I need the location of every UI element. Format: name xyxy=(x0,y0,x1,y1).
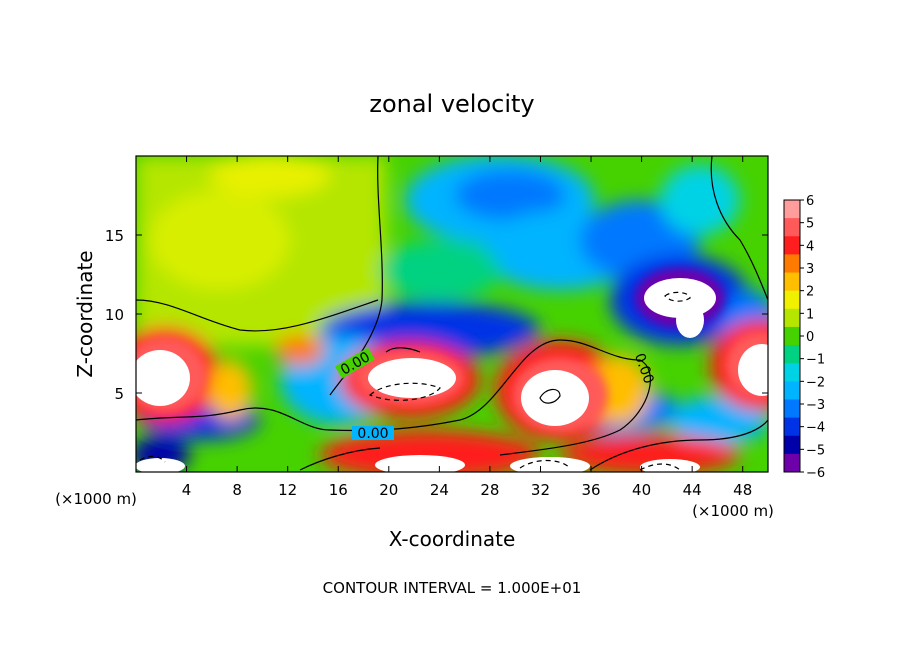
y-axis-label: Z-coordinate xyxy=(73,250,97,377)
contour-label: 0.00 xyxy=(357,426,388,442)
x-tick-label: 48 xyxy=(733,481,752,499)
x-tick-label: 28 xyxy=(480,481,499,499)
colorbar-label: 6 xyxy=(806,194,814,209)
contour-interval-note: CONTOUR INTERVAL = 1.000E+01 xyxy=(323,579,582,597)
y-axis: 5 10 15 xyxy=(105,227,768,403)
x-tick-label: 44 xyxy=(683,481,702,499)
colorbar-label: 2 xyxy=(806,285,814,300)
x-tick-label: 32 xyxy=(531,481,550,499)
colorbar-label: 5 xyxy=(806,217,814,232)
colorbar-swatch xyxy=(784,236,800,255)
x-tick-label: 24 xyxy=(430,481,449,499)
colorbar-label: −1 xyxy=(806,353,825,368)
colorbar-label: −3 xyxy=(806,398,825,413)
x-tick-label: 40 xyxy=(632,481,651,499)
saturated-cores xyxy=(136,278,768,472)
x-tick-label: 16 xyxy=(329,481,348,499)
colorbar: 6 5 4 3 2 1 0 −1 −2 −3 −4 −5 −6 xyxy=(783,194,825,481)
colorbar-swatch xyxy=(784,290,800,310)
colorbar-swatch xyxy=(784,326,800,346)
colorbar-swatch xyxy=(784,363,800,382)
colorbar-swatch xyxy=(784,435,800,455)
colorbar-swatch xyxy=(784,399,800,419)
colorbar-label: −6 xyxy=(806,466,825,481)
colorbar-swatch xyxy=(784,308,800,328)
x-tick-label: 36 xyxy=(581,481,600,499)
colorbar-label: 4 xyxy=(806,239,814,254)
y-tick-label: 15 xyxy=(105,227,124,245)
colorbar-swatch xyxy=(784,453,800,473)
chart-title: zonal velocity xyxy=(369,90,534,118)
colorbar-label: −2 xyxy=(806,375,825,390)
colorbar-label: 1 xyxy=(806,307,814,322)
colorbar-swatch xyxy=(784,345,800,364)
x-axis-label: X-coordinate xyxy=(389,527,516,551)
contour-label-group: 0.00 0.00 0.00 xyxy=(335,347,657,442)
colorbar-swatch xyxy=(784,218,800,237)
x-unit-label-left: (×1000 m) xyxy=(55,490,137,508)
colorbar-swatch xyxy=(784,254,800,274)
contour-lines xyxy=(136,156,768,471)
y-tick-label: 5 xyxy=(114,385,124,403)
heatmap-field: 0.00 0.00 0.00 xyxy=(136,156,768,472)
colorbar-swatch xyxy=(784,381,800,400)
x-tick-label: 4 xyxy=(182,481,192,499)
colorbar-swatch xyxy=(784,272,800,292)
colorbar-label: −4 xyxy=(806,421,825,436)
colorbar-label: 3 xyxy=(806,262,814,277)
x-axis: 4 8 12 16 20 24 28 32 36 40 44 48 xyxy=(182,156,752,499)
colorbar-label: −5 xyxy=(806,443,825,458)
y-tick-label: 10 xyxy=(105,306,124,324)
colorbar-swatch xyxy=(784,417,800,437)
x-tick-label: 20 xyxy=(379,481,398,499)
colorbar-swatch xyxy=(784,200,800,219)
x-tick-label: 12 xyxy=(278,481,297,499)
x-unit-label-right: (×1000 m) xyxy=(692,502,774,520)
colorbar-label: 0 xyxy=(806,330,814,345)
x-tick-label: 8 xyxy=(232,481,242,499)
